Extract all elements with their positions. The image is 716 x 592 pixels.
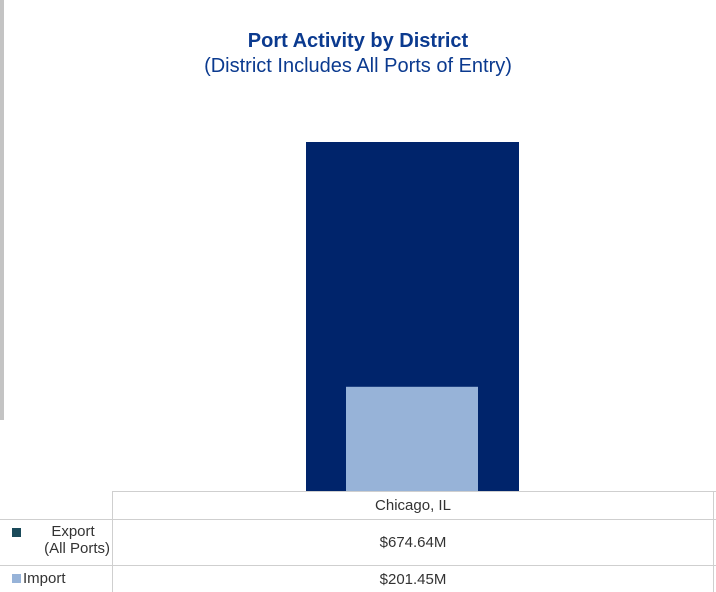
table-line-row2	[0, 565, 716, 566]
legend-label-export-line1: Export	[51, 523, 95, 540]
table-line-row1	[0, 519, 716, 520]
legend-swatch-import	[12, 574, 21, 583]
legend-label-export: Export (All Ports)	[10, 523, 110, 557]
table-cell-import: $201.45M	[379, 570, 447, 588]
legend-swatch-export	[12, 528, 21, 537]
data-table: Chicago, IL Export (All Ports) $674.64M …	[0, 491, 716, 592]
legend-label-export-line2: (All Ports)	[44, 540, 110, 557]
chart-title: Port Activity by District	[247, 30, 469, 52]
table-cell-export: $674.64M	[379, 534, 447, 551]
left-border-line	[0, 0, 4, 420]
table-line-left	[112, 491, 113, 592]
legend-label-import: Import	[23, 570, 66, 587]
table-line-top	[112, 491, 716, 492]
bar-import	[346, 386, 478, 491]
chart-subtitle: (District Includes All Ports of Entry)	[204, 55, 512, 77]
table-header-category: Chicago, IL	[375, 497, 451, 514]
table-line-right	[713, 491, 714, 592]
